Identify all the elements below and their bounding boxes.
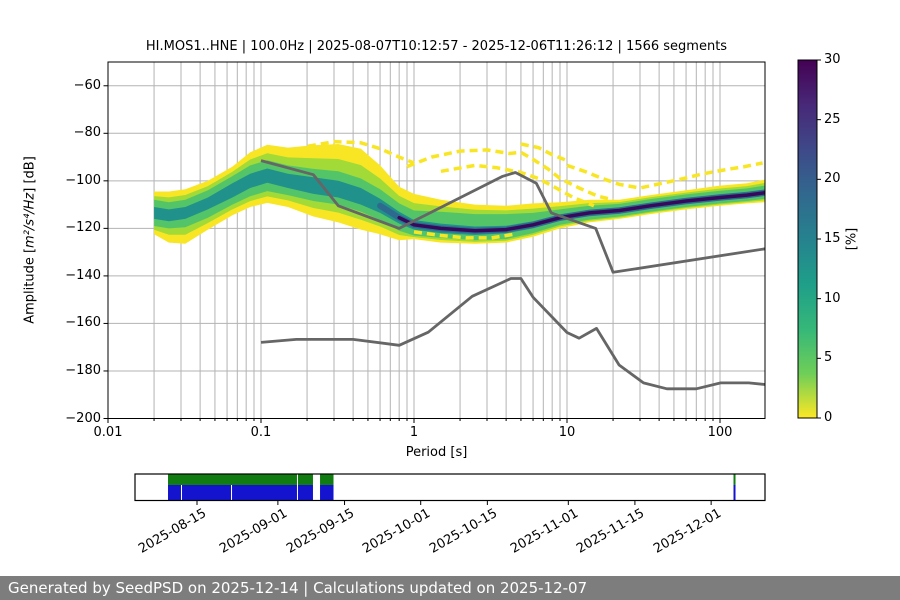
timeline-frame xyxy=(134,473,766,502)
colorbar-label: [%] xyxy=(844,227,860,251)
colorbar-tick-label: 0 xyxy=(824,410,833,425)
y-tick-label: −60 xyxy=(73,77,101,93)
coverage-blue-segment xyxy=(232,485,297,501)
x-axis-label: Period [s] xyxy=(405,445,468,460)
sparse-psd-trace-3 xyxy=(566,161,763,190)
y-tick-label: −100 xyxy=(65,172,101,188)
nhnm-noise-model-line xyxy=(260,159,765,274)
coverage-green-segment xyxy=(320,474,334,485)
ppsd-heatmap xyxy=(154,139,765,391)
y-tick-label: −160 xyxy=(65,315,101,331)
y-tick-label: −180 xyxy=(65,362,101,378)
colorbar-tick-label: 25 xyxy=(824,111,841,127)
x-tick-label: 1 xyxy=(409,424,419,440)
x-tick-label: 0.1 xyxy=(250,424,272,440)
sparse-psd-trace-4 xyxy=(520,142,568,163)
x-tick-label: 0.01 xyxy=(93,424,123,440)
colorbar-tick-label: 5 xyxy=(824,350,833,366)
coverage-blue-segment xyxy=(320,485,334,501)
coverage-green-segment xyxy=(733,474,736,485)
sparse-psd-trace-2 xyxy=(440,163,595,208)
coverage-blue-segment xyxy=(733,485,736,501)
axes-frame xyxy=(107,61,766,419)
coverage-green-segment xyxy=(168,474,297,485)
colorbar xyxy=(797,59,818,419)
y-tick-label: −200 xyxy=(65,410,101,426)
coverage-blue-segment xyxy=(181,485,232,501)
band-high-probability xyxy=(154,168,765,235)
x-tick-label: 100 xyxy=(707,424,733,440)
coverage-green-segment xyxy=(297,474,313,485)
y-tick-label: −80 xyxy=(73,125,101,141)
colorbar-tick-label: 15 xyxy=(824,231,841,246)
axis-ticks xyxy=(103,85,721,423)
footer-text: Generated by SeedPSD on 2025-12-14 | Cal… xyxy=(8,579,588,597)
sparse-psd-trace-1 xyxy=(406,148,614,202)
coverage-blue-segment xyxy=(297,485,313,501)
band-mode-dark-core xyxy=(397,190,765,233)
sparse-psd-trace-0 xyxy=(282,139,415,165)
x-tick-label: 10 xyxy=(558,424,576,440)
colorbar-tick-label: 20 xyxy=(824,171,841,187)
y-tick-label: −120 xyxy=(65,220,101,236)
coverage-blue-segment xyxy=(168,485,181,501)
colorbar-tick-label: 10 xyxy=(824,290,841,306)
ppsd-chart-canvas xyxy=(103,59,821,505)
sparse-psd-trace-5 xyxy=(413,230,515,240)
coverage-timeline xyxy=(134,473,766,505)
colorbar-tick-label: 30 xyxy=(824,52,841,67)
y-tick-label: −140 xyxy=(65,267,101,283)
plot-title: HI.MOS1..HNE | 100.0Hz | 2025-08-07T10:1… xyxy=(145,39,728,54)
footer-bar: Generated by SeedPSD on 2025-12-14 | Cal… xyxy=(0,576,900,600)
nlnm-noise-model-line xyxy=(260,277,765,391)
